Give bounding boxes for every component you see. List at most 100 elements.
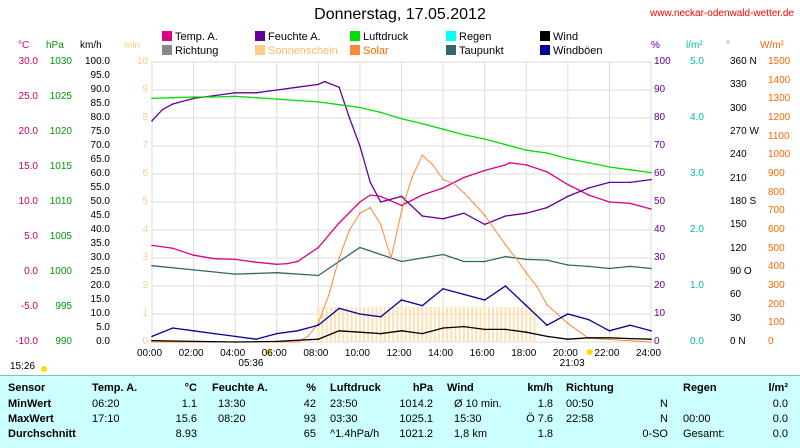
data-point bbox=[192, 96, 195, 98]
solar-axis-tick: 1000 bbox=[768, 149, 791, 161]
table-cell: 17:10 bbox=[92, 413, 120, 425]
data-point bbox=[379, 316, 382, 318]
hum-axis-tick: 0 bbox=[654, 336, 660, 347]
temp-axis-tick: 15.0 bbox=[18, 161, 38, 172]
data-point bbox=[234, 341, 236, 343]
wind-axis-tick: 15.0 bbox=[90, 294, 110, 305]
data-point bbox=[369, 181, 372, 184]
solar-axis-tick: 1200 bbox=[768, 112, 791, 123]
table-header: km/h bbox=[527, 382, 553, 394]
data-point bbox=[629, 181, 632, 184]
data-point bbox=[608, 267, 611, 270]
data-point bbox=[296, 341, 299, 343]
data-point bbox=[442, 128, 444, 130]
rain-axis-tick: 3.0 bbox=[690, 168, 704, 179]
data-point bbox=[483, 328, 486, 331]
x-tick: 22:00 bbox=[594, 348, 620, 359]
pressure-axis-tick: 1010 bbox=[49, 196, 72, 207]
data-point bbox=[525, 331, 528, 334]
data-point bbox=[192, 269, 195, 271]
dir-axis-tick: 180 S bbox=[730, 196, 757, 207]
table-cell: Gesamt: bbox=[683, 428, 725, 440]
sunshine-bar bbox=[375, 307, 378, 342]
pressure-axis-tick: 1000 bbox=[49, 266, 72, 277]
data-point bbox=[650, 330, 652, 332]
table-cell: 13:30 bbox=[218, 398, 246, 410]
dir-axis-tick: 240 bbox=[730, 149, 747, 161]
sunshine-bar bbox=[433, 307, 436, 342]
sunshine-bar bbox=[454, 307, 457, 342]
legend-item: Feuchte A. bbox=[255, 31, 321, 43]
data-point bbox=[504, 215, 507, 217]
data-point bbox=[567, 313, 569, 315]
data-point bbox=[359, 145, 361, 147]
table-header: Wind bbox=[447, 382, 474, 394]
data-point bbox=[234, 335, 236, 338]
site-url[interactable]: www.neckar-odenwald-wetter.de bbox=[650, 8, 794, 19]
legend-label: Luftdruck bbox=[363, 31, 409, 43]
sunshine-bar bbox=[412, 307, 415, 342]
data-point bbox=[255, 92, 257, 94]
data-point bbox=[296, 86, 299, 88]
rain-unit: l/m² bbox=[686, 40, 703, 51]
data-point bbox=[650, 267, 652, 270]
sunshine-bar bbox=[437, 307, 440, 342]
data-point bbox=[535, 285, 538, 287]
table-cell: 1.1 bbox=[181, 398, 197, 410]
temp-axis-tick: 5.0 bbox=[24, 231, 38, 242]
table-cell: 1.8 bbox=[537, 398, 553, 410]
sunshine-bar bbox=[516, 307, 519, 342]
dir-axis-tick: 120 bbox=[730, 242, 747, 254]
legend-item: Windböen bbox=[540, 45, 603, 57]
sunshine-bar bbox=[350, 307, 353, 342]
data-point bbox=[608, 201, 611, 203]
data-point bbox=[400, 195, 403, 198]
data-point bbox=[338, 257, 340, 259]
sunshine-bar bbox=[442, 307, 445, 342]
sunshine-bar bbox=[342, 307, 345, 342]
data-point bbox=[587, 265, 590, 268]
data-point bbox=[650, 208, 652, 210]
data-point bbox=[348, 117, 351, 119]
sunshine-bar bbox=[475, 307, 478, 342]
sunshine-bar bbox=[471, 307, 474, 342]
legend-item: Solar bbox=[350, 45, 389, 57]
pressure-axis-tick: 995 bbox=[55, 301, 72, 312]
data-point bbox=[421, 215, 424, 217]
min-axis-tick: 1 bbox=[142, 308, 148, 319]
data-point bbox=[608, 181, 611, 184]
solar-axis-tick: 1400 bbox=[768, 74, 791, 86]
data-point bbox=[317, 322, 320, 325]
data-point bbox=[629, 324, 632, 327]
data-point bbox=[587, 318, 590, 321]
data-point bbox=[317, 274, 320, 277]
data-point bbox=[348, 229, 351, 231]
data-point bbox=[359, 212, 361, 214]
data-point bbox=[275, 89, 278, 91]
sunshine-bar bbox=[500, 307, 503, 342]
table-header: Temp. A. bbox=[92, 382, 138, 394]
solar-axis-tick: 300 bbox=[768, 280, 785, 291]
data-point bbox=[504, 255, 507, 258]
sunshine-bar bbox=[367, 307, 370, 342]
min-axis-tick: 5 bbox=[142, 196, 148, 207]
data-point bbox=[556, 313, 559, 315]
data-point bbox=[359, 313, 361, 315]
sunshine-bar bbox=[325, 307, 328, 342]
data-point bbox=[515, 257, 517, 259]
data-point bbox=[400, 117, 403, 120]
data-point bbox=[525, 272, 528, 274]
x-tick: 10:00 bbox=[344, 348, 370, 359]
data-point bbox=[359, 331, 361, 334]
data-point bbox=[338, 307, 340, 310]
data-point bbox=[286, 262, 288, 265]
pressure-axis-tick: 1005 bbox=[49, 231, 72, 242]
data-point bbox=[508, 162, 511, 164]
legend-label: Regen bbox=[459, 31, 492, 43]
legend-swatch bbox=[350, 45, 360, 55]
temp-axis-tick: -5.0 bbox=[20, 301, 38, 312]
data-point bbox=[151, 97, 153, 100]
wind-axis-tick: 20.0 bbox=[90, 280, 110, 291]
data-point bbox=[234, 258, 236, 261]
sunset-marker bbox=[586, 349, 593, 355]
